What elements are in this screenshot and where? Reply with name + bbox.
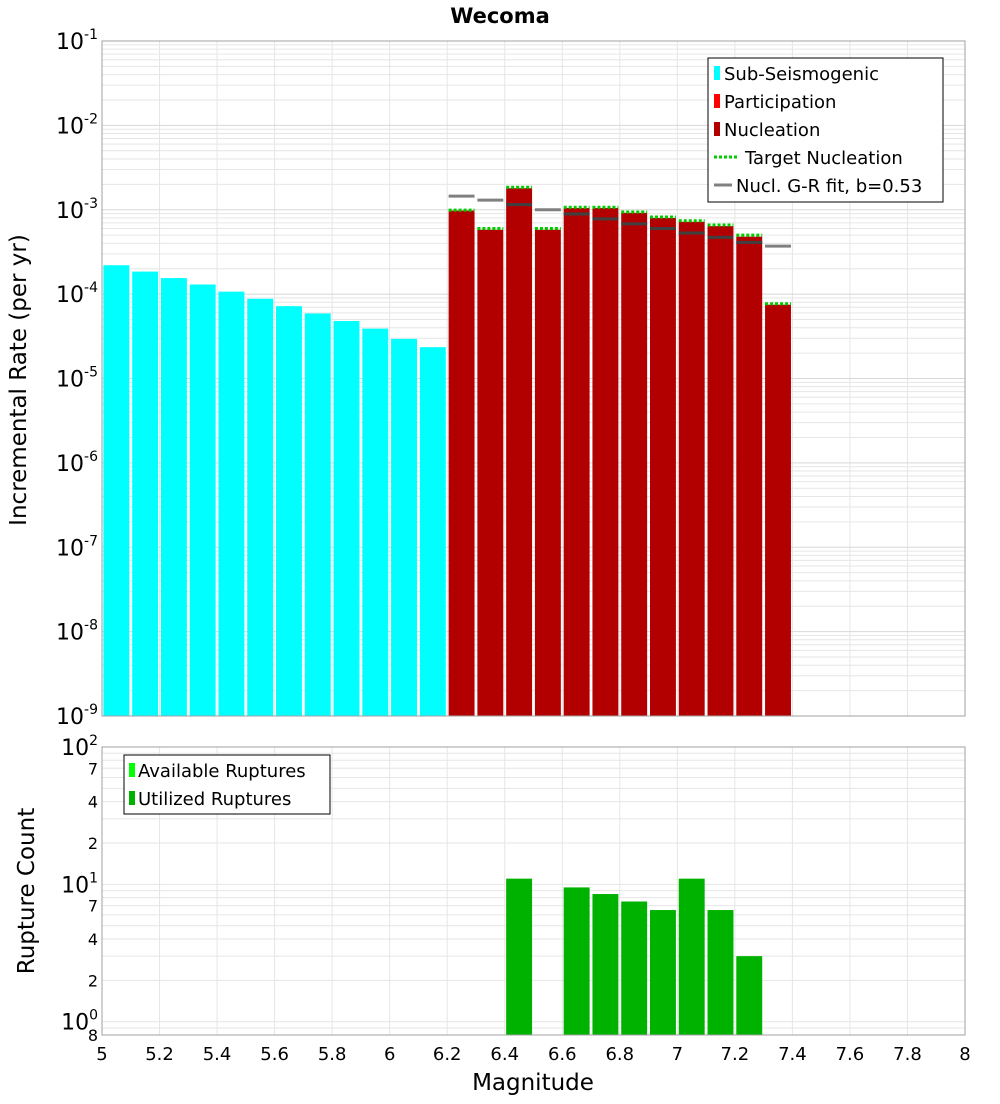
sub-seismogenic-bar: [103, 265, 130, 716]
bottom-y-minor-tick-label: 4: [88, 793, 98, 812]
x-tick-label: 7.2: [721, 1044, 750, 1065]
top-y-tick-label: 10-6: [56, 449, 98, 477]
x-tick-label: 5.4: [203, 1044, 232, 1065]
top-y-tick-label: 10-1: [56, 27, 98, 55]
sub-seismogenic-bar: [160, 278, 187, 716]
top-plot-bars: [103, 185, 791, 717]
top-y-axis-label: Incremental Rate (per yr): [6, 234, 32, 526]
sub-seismogenic-bar: [333, 321, 360, 716]
x-tick-label: 7.8: [893, 1044, 922, 1065]
utilized-ruptures-bar: [592, 894, 619, 1035]
nucleation-bar: [506, 188, 533, 717]
bottom-plot-bars: [506, 878, 763, 1035]
top-legend: Sub-Seismogenic Participation Nucleation Ta…: [707, 57, 944, 203]
sub-seismogenic-bar: [419, 347, 446, 716]
legend-label: Participation: [724, 92, 836, 113]
top-y-tick-label: 10-5: [56, 365, 98, 393]
x-tick-label: 6.2: [433, 1044, 462, 1065]
x-tick-label: 6.4: [490, 1044, 519, 1065]
sub-seismogenic-bar: [218, 291, 245, 716]
x-tick-label: 5: [96, 1044, 107, 1065]
bottom-y-tick-label: 101: [61, 870, 98, 898]
bottom-y-minor-tick-label: 8: [88, 1026, 98, 1045]
bottom-legend-box: [123, 754, 331, 815]
sub-seismogenic-bar: [304, 313, 331, 716]
x-tick-label: 5.2: [145, 1044, 174, 1065]
x-tick-label: 6: [384, 1044, 395, 1065]
nucleation-bar: [534, 229, 561, 717]
nucleation-bar: [649, 217, 676, 716]
nucleation-bar: [707, 226, 734, 716]
nucleation-bar: [592, 207, 619, 716]
utilized-ruptures-bar: [678, 878, 705, 1035]
top-y-tick-label: 10-8: [56, 618, 98, 646]
top-plot-frame: [101, 40, 966, 717]
top-legend-box: [707, 57, 944, 203]
legend-swatch: [129, 763, 135, 777]
top-y-tick-labels: 10-9 10-8 10-7 10-6 10-5 10-4 10-3 10-2 10-1: [56, 27, 98, 730]
x-tick-label: 5.6: [260, 1044, 289, 1065]
x-tick-label: 8: [959, 1044, 970, 1065]
nucleation-bar: [448, 210, 475, 716]
utilized-ruptures-bar: [736, 956, 763, 1035]
nucleation-bar: [621, 212, 648, 716]
nucleation-bar: [765, 304, 791, 716]
legend-label: Target Nucleation: [744, 148, 903, 169]
x-tick-label: 5.8: [318, 1044, 347, 1065]
x-tick-label: 6.8: [605, 1044, 634, 1065]
legend-swatch: [129, 791, 135, 805]
sub-seismogenic-bar: [362, 328, 389, 716]
x-tick-label: 7.6: [836, 1044, 865, 1065]
nucleation-bar: [477, 229, 504, 717]
bottom-y-tick-labels: 100 101 102 8 2 4 7 2 4 7: [61, 733, 98, 1045]
bottom-legend: Available Ruptures Utilized Ruptures: [123, 754, 331, 815]
bottom-plot-frame: [101, 746, 966, 1036]
utilized-ruptures-bar: [707, 910, 734, 1035]
top-y-tick-label: 10-3: [56, 196, 98, 224]
nucleation-bar: [736, 236, 763, 716]
bottom-y-minor-tick-label: 2: [88, 971, 98, 990]
utilized-ruptures-bar: [621, 901, 648, 1035]
legend-swatch: [714, 122, 720, 136]
top-y-tick-label: 10-2: [56, 111, 98, 139]
nucleation-bar: [563, 207, 590, 716]
chart-title: Wecoma: [450, 4, 550, 28]
utilized-ruptures-bar: [563, 887, 590, 1035]
sub-seismogenic-bar: [189, 284, 216, 716]
sub-seismogenic-bar: [391, 338, 418, 716]
bottom-y-minor-tick-label: 7: [88, 759, 98, 778]
nucleation-bar: [678, 221, 705, 716]
x-tick-labels: 5 5.2 5.4 5.6 5.8 6 6.2 6.4 6.6 6.8 7 7.2 7.4 7.6 7.8 8: [96, 1044, 970, 1065]
legend-label: Available Ruptures: [138, 761, 306, 782]
x-tick-label: 7.4: [778, 1044, 807, 1065]
utilized-ruptures-bar: [649, 910, 676, 1035]
sub-seismogenic-bar: [276, 306, 302, 716]
bottom-y-tick-label: 100: [61, 1008, 98, 1036]
x-tick-label: 6.6: [548, 1044, 577, 1065]
top-y-tick-label: 10-9: [56, 702, 98, 730]
bottom-y-tick-label: 102: [61, 733, 98, 761]
x-tick-label: 7: [672, 1044, 683, 1065]
x-axis-label: Magnitude: [472, 1070, 594, 1096]
legend-label: Nucleation: [724, 120, 820, 141]
bottom-y-minor-tick-label: 7: [88, 897, 98, 916]
legend-label: Nucl. G-R fit, b=0.53: [736, 176, 922, 197]
legend-label: Utilized Ruptures: [138, 789, 291, 810]
top-y-tick-label: 10-7: [56, 533, 98, 561]
utilized-ruptures-bar: [506, 878, 533, 1035]
top-y-tick-label: 10-4: [56, 280, 98, 308]
legend-swatch: [714, 94, 720, 108]
legend-swatch: [714, 66, 720, 80]
sub-seismogenic-bar: [247, 298, 274, 716]
bottom-y-minor-tick-label: 4: [88, 930, 98, 949]
legend-label: Sub-Seismogenic: [724, 64, 879, 85]
bottom-y-axis-label: Rupture Count: [14, 808, 40, 974]
bottom-y-minor-tick-label: 2: [88, 834, 98, 853]
sub-seismogenic-bar: [132, 271, 159, 716]
